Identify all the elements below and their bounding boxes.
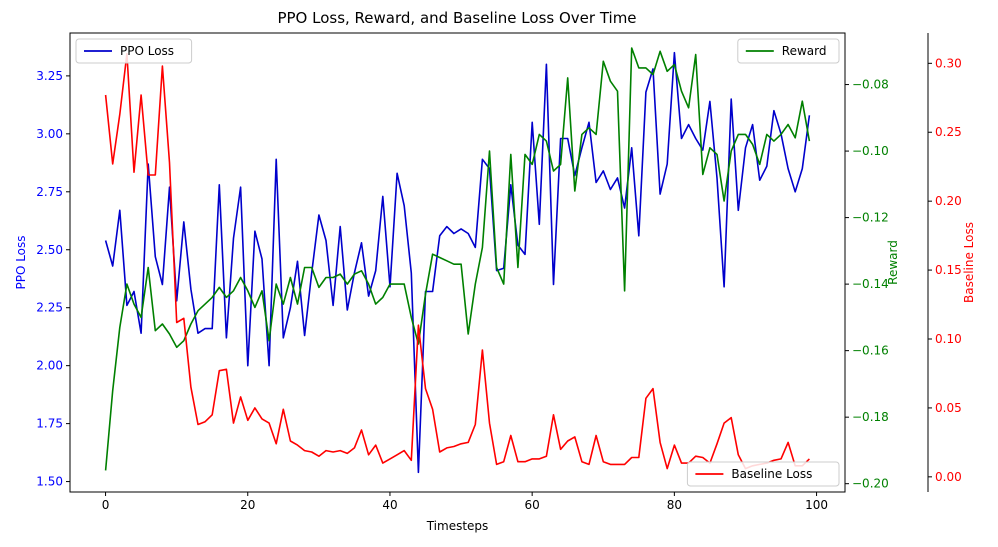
baseline-tick-label: 0.00 bbox=[935, 470, 962, 484]
legend-label-baseline-loss: Baseline Loss bbox=[731, 467, 812, 481]
reward-tick-label: −0.20 bbox=[852, 477, 889, 491]
legend-box-ppo-loss bbox=[75, 38, 193, 64]
plot-frame bbox=[69, 32, 846, 493]
ppo-tick-label: 2.75 bbox=[36, 185, 63, 199]
reward-tick-label: −0.10 bbox=[852, 144, 889, 158]
ppo-tick-label: 2.25 bbox=[36, 301, 63, 315]
ppo-tick-label: 3.25 bbox=[36, 69, 63, 83]
reward-tick-label: −0.08 bbox=[852, 78, 889, 92]
x-tick-label: 0 bbox=[102, 498, 110, 512]
baseline-tick-label: 0.20 bbox=[935, 194, 962, 208]
baseline-tick-label: 0.15 bbox=[935, 263, 962, 277]
baseline-tick-label: 0.30 bbox=[935, 56, 962, 70]
ppo-tick-label: 2.00 bbox=[36, 359, 63, 373]
series-line-baseline-loss bbox=[104, 52, 810, 470]
x-tick-label: 100 bbox=[805, 498, 828, 512]
ppo-tick-label: 3.00 bbox=[36, 127, 63, 141]
ppo-tick-label: 1.50 bbox=[36, 475, 63, 489]
baseline-tick-label: 0.25 bbox=[935, 125, 962, 139]
legend-label-reward: Reward bbox=[782, 44, 827, 58]
ppo-tick-label: 1.75 bbox=[36, 417, 63, 431]
legend-box-baseline-loss bbox=[686, 461, 840, 487]
baseline-tick-label: 0.05 bbox=[935, 401, 962, 415]
reward-tick-label: −0.14 bbox=[852, 277, 889, 291]
x-tick-label: 20 bbox=[240, 498, 255, 512]
series-line-ppo-loss bbox=[104, 51, 811, 474]
reward-tick-label: −0.16 bbox=[852, 344, 889, 358]
series-line-reward bbox=[104, 47, 811, 471]
chart-title: PPO Loss, Reward, and Baseline Loss Over… bbox=[277, 9, 636, 27]
x-tick-label: 60 bbox=[525, 498, 540, 512]
baseline-tick-label: 0.10 bbox=[935, 332, 962, 346]
plot-area: 0 20 40 60 80 100 Timesteps 1.50 1.75 2.00 2.25 2.5… bbox=[14, 32, 976, 533]
x-tick-label: 80 bbox=[667, 498, 682, 512]
x-axis-label: Timesteps bbox=[426, 519, 489, 533]
reward-tick-label: −0.12 bbox=[852, 211, 889, 225]
reward-axis-label: Reward bbox=[886, 240, 900, 285]
legend-box-reward bbox=[737, 38, 840, 64]
ppo-axis-label: PPO Loss bbox=[14, 235, 28, 289]
baseline-axis-label: Baseline Loss bbox=[962, 222, 976, 303]
ppo-tick-label: 2.50 bbox=[36, 243, 63, 257]
legend-label-ppo-loss: PPO Loss bbox=[120, 44, 174, 58]
reward-tick-label: −0.18 bbox=[852, 410, 889, 424]
x-tick-label: 40 bbox=[382, 498, 397, 512]
